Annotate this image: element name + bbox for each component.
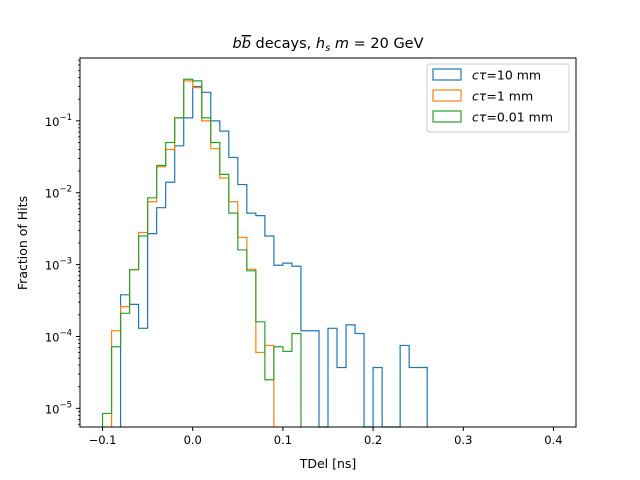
legend-label: cτ=10 mm	[472, 68, 541, 83]
y-axis-label: Fraction of Hits	[15, 196, 30, 290]
legend-swatch	[432, 110, 462, 123]
title-h-subscript: s	[325, 43, 330, 54]
chart-title: bb decays, hs m = 20 GeV	[232, 36, 423, 54]
plot-frame	[79, 57, 577, 428]
y-tick-label: 10−1	[45, 113, 72, 129]
title-bbar: b	[242, 36, 251, 52]
y-axis-ticks: 10−5 10−4 10−3 10−2 10−1	[45, 59, 80, 425]
legend-swatch	[432, 89, 462, 102]
y-tick-label: 10−2	[45, 185, 72, 201]
title-suffix: = 20 GeV	[349, 36, 424, 52]
series-step-line-3	[101, 78, 302, 427]
legend-swatch	[432, 68, 462, 81]
x-axis-label: TDel [ns]	[299, 456, 357, 471]
y-tick-label: 10−3	[45, 257, 72, 273]
x-tick-label: 0.0	[184, 433, 202, 447]
legend-label: cτ=1 mm	[472, 89, 533, 104]
title-b: b	[232, 36, 241, 52]
x-tick-label: −0.1	[89, 433, 117, 447]
title-m: m	[335, 36, 349, 52]
x-tick-label: 0.4	[544, 433, 562, 447]
legend: cτ=10 mm cτ=1 mm cτ=0.01 mm	[426, 63, 570, 133]
legend-label: cτ=0.01 mm	[472, 110, 553, 125]
x-tick-label: 0.1	[274, 433, 292, 447]
title-h: h	[316, 36, 325, 52]
legend-box	[426, 63, 570, 133]
x-axis-ticks: −0.1 0.0 0.1 0.2 0.3 0.4	[89, 427, 563, 447]
x-tick-label: 0.2	[364, 433, 382, 447]
y-tick-label: 10−4	[45, 328, 72, 344]
y-tick-label: 10−5	[45, 400, 72, 416]
title-middle: decays,	[251, 36, 316, 52]
x-tick-label: 0.3	[454, 433, 472, 447]
